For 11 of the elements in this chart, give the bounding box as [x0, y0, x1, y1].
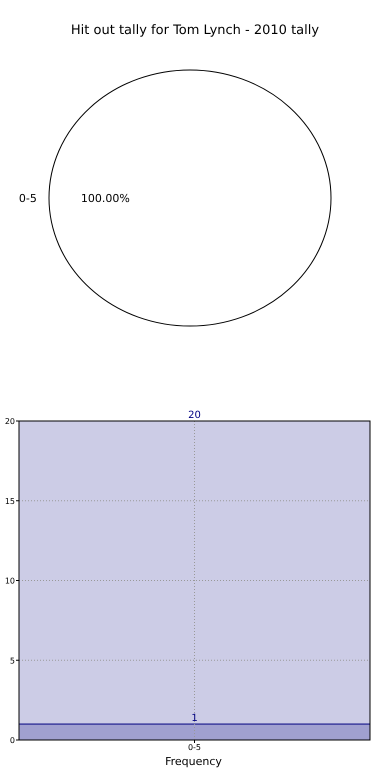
y-tick-label: 20: [4, 417, 15, 426]
x-axis-title: Frequency: [165, 755, 222, 768]
annotation: 20: [188, 410, 201, 421]
y-tick-label: 10: [4, 576, 15, 586]
slice-label: 0-5: [18, 192, 37, 205]
y-tick-label: 5: [10, 656, 15, 666]
y-tick-label: 0: [10, 736, 15, 745]
data-label: 1: [191, 713, 198, 724]
chart-title: Hit out tally for Tom Lynch - 2010 tally: [70, 23, 320, 38]
y-tick-label: 15: [4, 496, 15, 506]
data-label: 100.00%: [80, 192, 130, 205]
